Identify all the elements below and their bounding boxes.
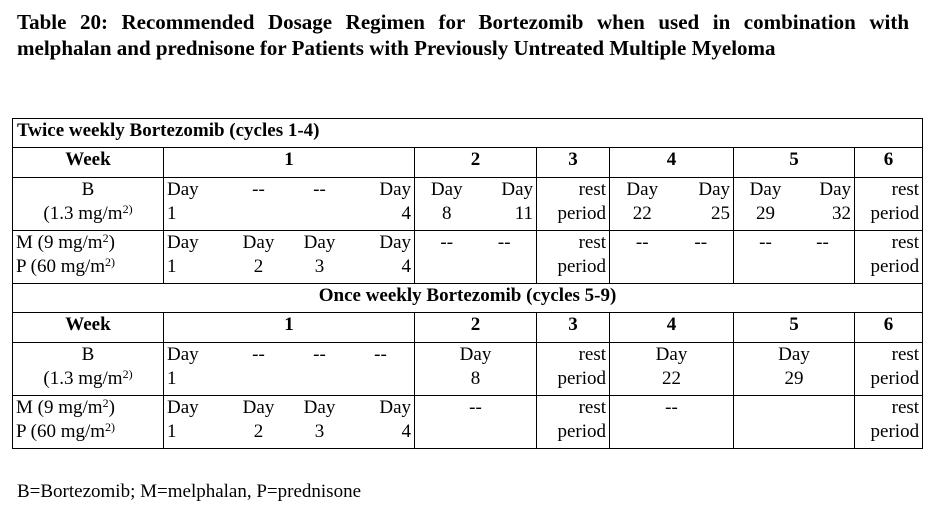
once-week-row: Week 1 2 3 4 5 6 xyxy=(12,312,924,343)
twice-b-week5: Day 29 Day 32 xyxy=(733,177,855,231)
twice-section-heading: Twice weekly Bortezomib (cycles 1-4) xyxy=(11,118,924,148)
once-mp-week2: -- xyxy=(414,395,537,449)
once-section-heading: Once weekly Bortezomib (cycles 5-9) xyxy=(11,283,924,313)
bortezomib-dose-label: B (1.3 mg/m2) xyxy=(12,177,164,231)
once-mp-week4: -- xyxy=(609,395,734,449)
once-b-week6: rest period xyxy=(853,342,924,396)
week-2: 2 xyxy=(414,147,537,178)
twice-b-week6: rest period xyxy=(853,177,924,231)
week-4: 4 xyxy=(609,312,734,343)
bortezomib-dose-label: B (1.3 mg/m2) xyxy=(12,342,164,396)
once-mp-week6: rest period xyxy=(853,395,924,449)
melphalan-prednisone-dose-label: M (9 mg/m2) P (60 mg/m2) xyxy=(12,395,164,449)
once-b-week4: Day 22 xyxy=(609,342,734,396)
table-caption: Table 20: Recommended Dosage Regimen for… xyxy=(17,10,909,60)
twice-b-row: B (1.3 mg/m2) Day 1 -- -- Day 4 Day 8 Day 11… xyxy=(12,177,924,231)
week-6: 6 xyxy=(853,312,924,343)
twice-mp-week2: -- -- xyxy=(414,230,537,284)
twice-b-week2: Day 8 Day 11 xyxy=(414,177,537,231)
twice-mp-week5: -- -- xyxy=(733,230,855,284)
once-mp-week1: Day 1 Day 2 Day 3 Day 4 xyxy=(163,395,415,449)
twice-mp-week6: rest period xyxy=(853,230,924,284)
melphalan-prednisone-dose-label: M (9 mg/m2) P (60 mg/m2) xyxy=(12,230,164,284)
week-1: 1 xyxy=(163,147,415,178)
twice-mp-week3: rest period xyxy=(536,230,610,284)
week-3: 3 xyxy=(536,147,610,178)
once-section-row: Once weekly Bortezomib (cycles 5-9) xyxy=(11,283,924,313)
once-b-row: B (1.3 mg/m2) Day 1 -- -- -- Day 8 rest per… xyxy=(12,342,924,396)
week-5: 5 xyxy=(733,147,855,178)
table-footnote: B=Bortezomib; M=melphalan, P=prednisone xyxy=(17,481,362,502)
week-label: Week xyxy=(12,312,164,343)
twice-section-row: Twice weekly Bortezomib (cycles 1-4) xyxy=(11,118,924,148)
week-1: 1 xyxy=(163,312,415,343)
once-b-week1: Day 1 -- -- -- xyxy=(163,342,415,396)
week-4: 4 xyxy=(609,147,734,178)
twice-mp-row: M (9 mg/m2) P (60 mg/m2) Day 1 Day 2 Day 3 … xyxy=(12,230,924,284)
week-3: 3 xyxy=(536,312,610,343)
twice-b-week4: Day 22 Day 25 xyxy=(609,177,734,231)
week-label: Week xyxy=(12,147,164,178)
twice-b-week3: rest period xyxy=(536,177,610,231)
twice-week-row: Week 1 2 3 4 5 6 xyxy=(12,147,924,178)
once-b-week3: rest period xyxy=(536,342,610,396)
twice-b-week1: Day 1 -- -- Day 4 xyxy=(163,177,415,231)
once-b-week5: Day 29 xyxy=(733,342,855,396)
dosage-table: Twice weekly Bortezomib (cycles 1-4) Wee… xyxy=(11,118,924,449)
twice-mp-week4: -- -- xyxy=(609,230,734,284)
week-2: 2 xyxy=(414,312,537,343)
week-6: 6 xyxy=(853,147,924,178)
once-mp-week3: rest period xyxy=(536,395,610,449)
week-5: 5 xyxy=(733,312,855,343)
once-mp-week5 xyxy=(733,395,855,449)
once-b-week2: Day 8 xyxy=(414,342,537,396)
once-mp-row: M (9 mg/m2) P (60 mg/m2) Day 1 Day 2 Day 3 … xyxy=(12,395,924,449)
twice-mp-week1: Day 1 Day 2 Day 3 Day 4 xyxy=(163,230,415,284)
